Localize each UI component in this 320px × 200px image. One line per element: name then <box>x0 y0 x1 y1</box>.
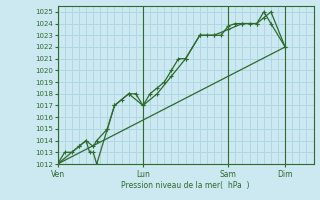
X-axis label: Pression niveau de la mer(  hPa  ): Pression niveau de la mer( hPa ) <box>121 181 250 190</box>
